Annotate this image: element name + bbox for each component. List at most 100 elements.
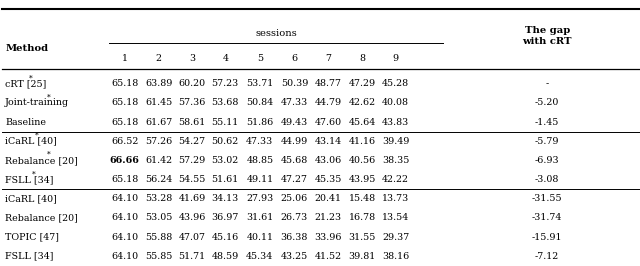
- Text: 50.39: 50.39: [281, 79, 308, 88]
- Text: 53.05: 53.05: [145, 213, 172, 222]
- Text: 55.85: 55.85: [145, 252, 172, 261]
- Text: 50.62: 50.62: [212, 137, 239, 146]
- Text: -31.55: -31.55: [532, 194, 563, 203]
- Text: 51.71: 51.71: [179, 252, 205, 261]
- Text: 61.42: 61.42: [145, 156, 172, 165]
- Text: 53.28: 53.28: [145, 194, 172, 203]
- Text: iCaRL [40]: iCaRL [40]: [5, 137, 57, 146]
- Text: 36.97: 36.97: [212, 213, 239, 222]
- Text: -: -: [545, 79, 549, 88]
- Text: Baseline: Baseline: [5, 118, 46, 127]
- Text: 55.11: 55.11: [212, 118, 239, 127]
- Text: 27.93: 27.93: [246, 194, 273, 203]
- Text: 38.16: 38.16: [382, 252, 409, 261]
- Text: 54.27: 54.27: [179, 137, 205, 146]
- Text: 36.38: 36.38: [281, 232, 308, 242]
- Text: -5.79: -5.79: [535, 137, 559, 146]
- Text: 47.33: 47.33: [246, 137, 273, 146]
- Text: 13.54: 13.54: [382, 213, 409, 222]
- Text: 43.96: 43.96: [179, 213, 205, 222]
- Text: 49.43: 49.43: [281, 118, 308, 127]
- Text: 57.29: 57.29: [179, 156, 205, 165]
- Text: -6.93: -6.93: [535, 156, 559, 165]
- Text: 47.27: 47.27: [281, 175, 308, 184]
- Text: 48.85: 48.85: [246, 156, 273, 165]
- Text: 63.89: 63.89: [145, 79, 172, 88]
- Text: 57.23: 57.23: [212, 79, 239, 88]
- Text: 55.88: 55.88: [145, 232, 172, 242]
- Text: 39.81: 39.81: [349, 252, 376, 261]
- Text: -15.91: -15.91: [532, 232, 563, 242]
- Text: -3.08: -3.08: [535, 175, 559, 184]
- Text: 64.10: 64.10: [111, 213, 138, 222]
- Text: 8: 8: [359, 54, 365, 63]
- Text: 40.08: 40.08: [382, 98, 409, 107]
- Text: *: *: [47, 94, 51, 102]
- Text: 42.62: 42.62: [349, 98, 376, 107]
- Text: TOPIC [47]: TOPIC [47]: [5, 232, 59, 242]
- Text: FSLL [34]: FSLL [34]: [5, 252, 54, 261]
- Text: 64.10: 64.10: [111, 252, 138, 261]
- Text: 2: 2: [156, 54, 162, 63]
- Text: 44.99: 44.99: [281, 137, 308, 146]
- Text: *: *: [47, 151, 51, 159]
- Text: 66.66: 66.66: [110, 156, 140, 165]
- Text: 7: 7: [325, 54, 332, 63]
- Text: 61.45: 61.45: [145, 98, 172, 107]
- Text: -31.74: -31.74: [532, 213, 563, 222]
- Text: 48.59: 48.59: [212, 252, 239, 261]
- Text: 60.20: 60.20: [179, 79, 205, 88]
- Text: 45.16: 45.16: [212, 232, 239, 242]
- Text: -7.12: -7.12: [535, 252, 559, 261]
- Text: 57.36: 57.36: [179, 98, 205, 107]
- Text: 16.78: 16.78: [349, 213, 376, 222]
- Text: 41.16: 41.16: [349, 137, 376, 146]
- Text: 48.77: 48.77: [315, 79, 342, 88]
- Text: 33.96: 33.96: [315, 232, 342, 242]
- Text: 43.14: 43.14: [315, 137, 342, 146]
- Text: iCaRL [40]: iCaRL [40]: [5, 194, 57, 203]
- Text: 53.71: 53.71: [246, 79, 273, 88]
- Text: 49.11: 49.11: [246, 175, 273, 184]
- Text: 31.61: 31.61: [246, 213, 273, 222]
- Text: 5: 5: [257, 54, 263, 63]
- Text: 50.84: 50.84: [246, 98, 273, 107]
- Text: 26.73: 26.73: [281, 213, 308, 222]
- Text: *: *: [35, 132, 38, 140]
- Text: 25.06: 25.06: [281, 194, 308, 203]
- Text: *: *: [29, 74, 33, 82]
- Text: 51.61: 51.61: [212, 175, 239, 184]
- Text: 45.28: 45.28: [382, 79, 409, 88]
- Text: 58.61: 58.61: [179, 118, 205, 127]
- Text: 65.18: 65.18: [111, 118, 138, 127]
- Text: 1: 1: [122, 54, 128, 63]
- Text: 44.79: 44.79: [315, 98, 342, 107]
- Text: 65.18: 65.18: [111, 175, 138, 184]
- Text: 45.68: 45.68: [281, 156, 308, 165]
- Text: 43.83: 43.83: [382, 118, 409, 127]
- Text: 15.48: 15.48: [349, 194, 376, 203]
- Text: Rebalance [20]: Rebalance [20]: [5, 156, 78, 165]
- Text: 53.68: 53.68: [212, 98, 239, 107]
- Text: 9: 9: [392, 54, 399, 63]
- Text: 29.37: 29.37: [382, 232, 409, 242]
- Text: sessions: sessions: [256, 29, 298, 38]
- Text: -1.45: -1.45: [535, 118, 559, 127]
- Text: 47.60: 47.60: [315, 118, 342, 127]
- Text: 51.86: 51.86: [246, 118, 273, 127]
- Text: 4: 4: [222, 54, 228, 63]
- Text: 13.73: 13.73: [382, 194, 409, 203]
- Text: 54.55: 54.55: [179, 175, 205, 184]
- Text: 61.67: 61.67: [145, 118, 172, 127]
- Text: 3: 3: [189, 54, 195, 63]
- Text: 21.23: 21.23: [315, 213, 342, 222]
- Text: 53.02: 53.02: [212, 156, 239, 165]
- Text: 64.10: 64.10: [111, 232, 138, 242]
- Text: cRT [25]: cRT [25]: [5, 79, 47, 88]
- Text: 57.26: 57.26: [145, 137, 172, 146]
- Text: 6: 6: [291, 54, 298, 63]
- Text: FSLL [34]: FSLL [34]: [5, 175, 54, 184]
- Text: 41.69: 41.69: [179, 194, 205, 203]
- Text: The gap
with cRT: The gap with cRT: [522, 26, 572, 46]
- Text: -5.20: -5.20: [535, 98, 559, 107]
